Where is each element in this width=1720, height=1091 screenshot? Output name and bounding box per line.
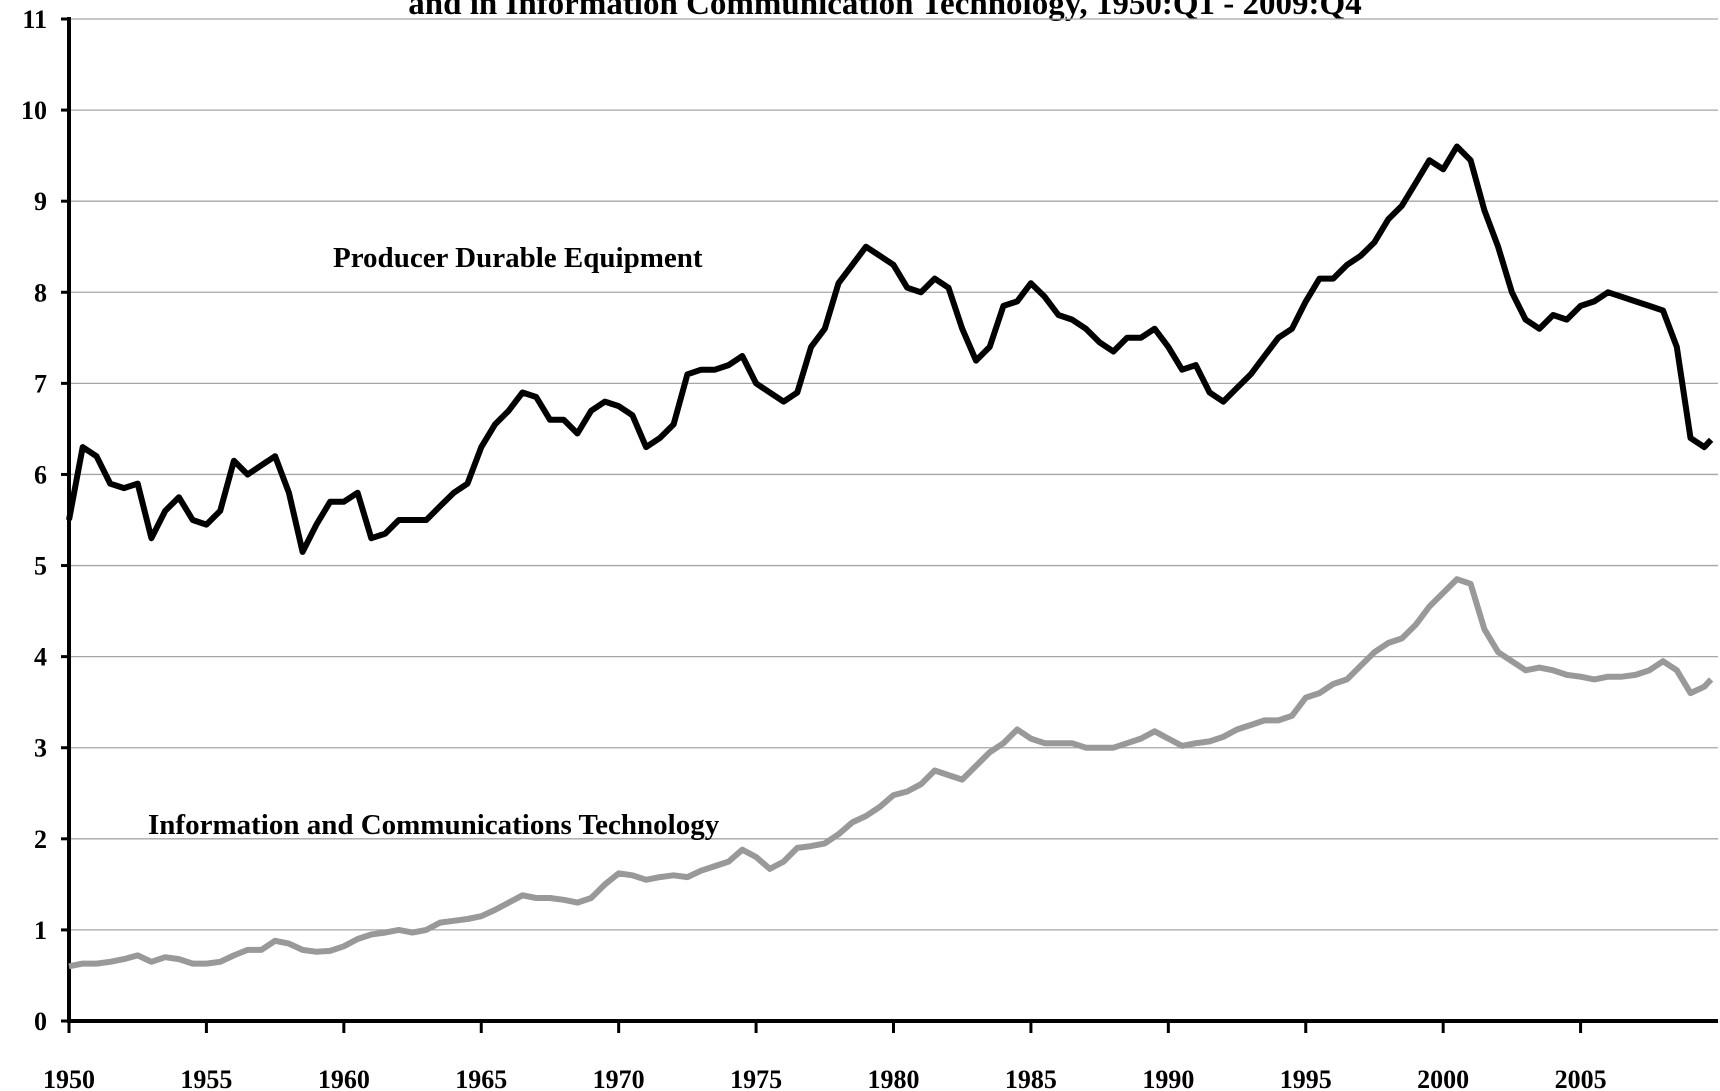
series-line	[66, 143, 1714, 555]
y-tick-label: 9	[34, 187, 47, 216]
x-tick-label: 1950	[43, 1065, 95, 1091]
x-tick-label: 1965	[455, 1065, 507, 1091]
y-tick-label: 5	[34, 552, 47, 581]
y-tick-label: 11	[22, 5, 47, 34]
x-tick-label: 1985	[1005, 1065, 1057, 1091]
y-tick-label: 2	[34, 825, 47, 854]
series-label: Producer Durable Equipment	[333, 242, 703, 274]
y-tick-label: 0	[34, 1007, 47, 1036]
x-tick-label: 1980	[868, 1065, 920, 1091]
x-tick-label: 1990	[1142, 1065, 1194, 1091]
y-tick-label: 1	[34, 916, 47, 945]
y-tick-label: 8	[34, 278, 47, 307]
x-tick-label: 1960	[318, 1065, 370, 1091]
x-tick-label: 1975	[730, 1065, 782, 1091]
y-tick-label: 7	[34, 369, 47, 398]
x-tick-label: 2000	[1417, 1065, 1469, 1091]
x-tick-label: 1955	[180, 1065, 232, 1091]
y-tick-label: 10	[21, 96, 47, 125]
y-tick-label: 4	[34, 643, 47, 672]
chart-title: and in Information Communication Technol…	[408, 0, 1361, 22]
x-tick-label: 1970	[593, 1065, 645, 1091]
series-line	[68, 576, 1714, 970]
y-tick-label: 3	[34, 734, 47, 763]
series-label: Information and Communications Technolog…	[148, 809, 720, 841]
x-tick-label: 1995	[1280, 1065, 1332, 1091]
y-tick-label: 6	[34, 460, 47, 489]
x-tick-label: 2005	[1555, 1065, 1607, 1091]
